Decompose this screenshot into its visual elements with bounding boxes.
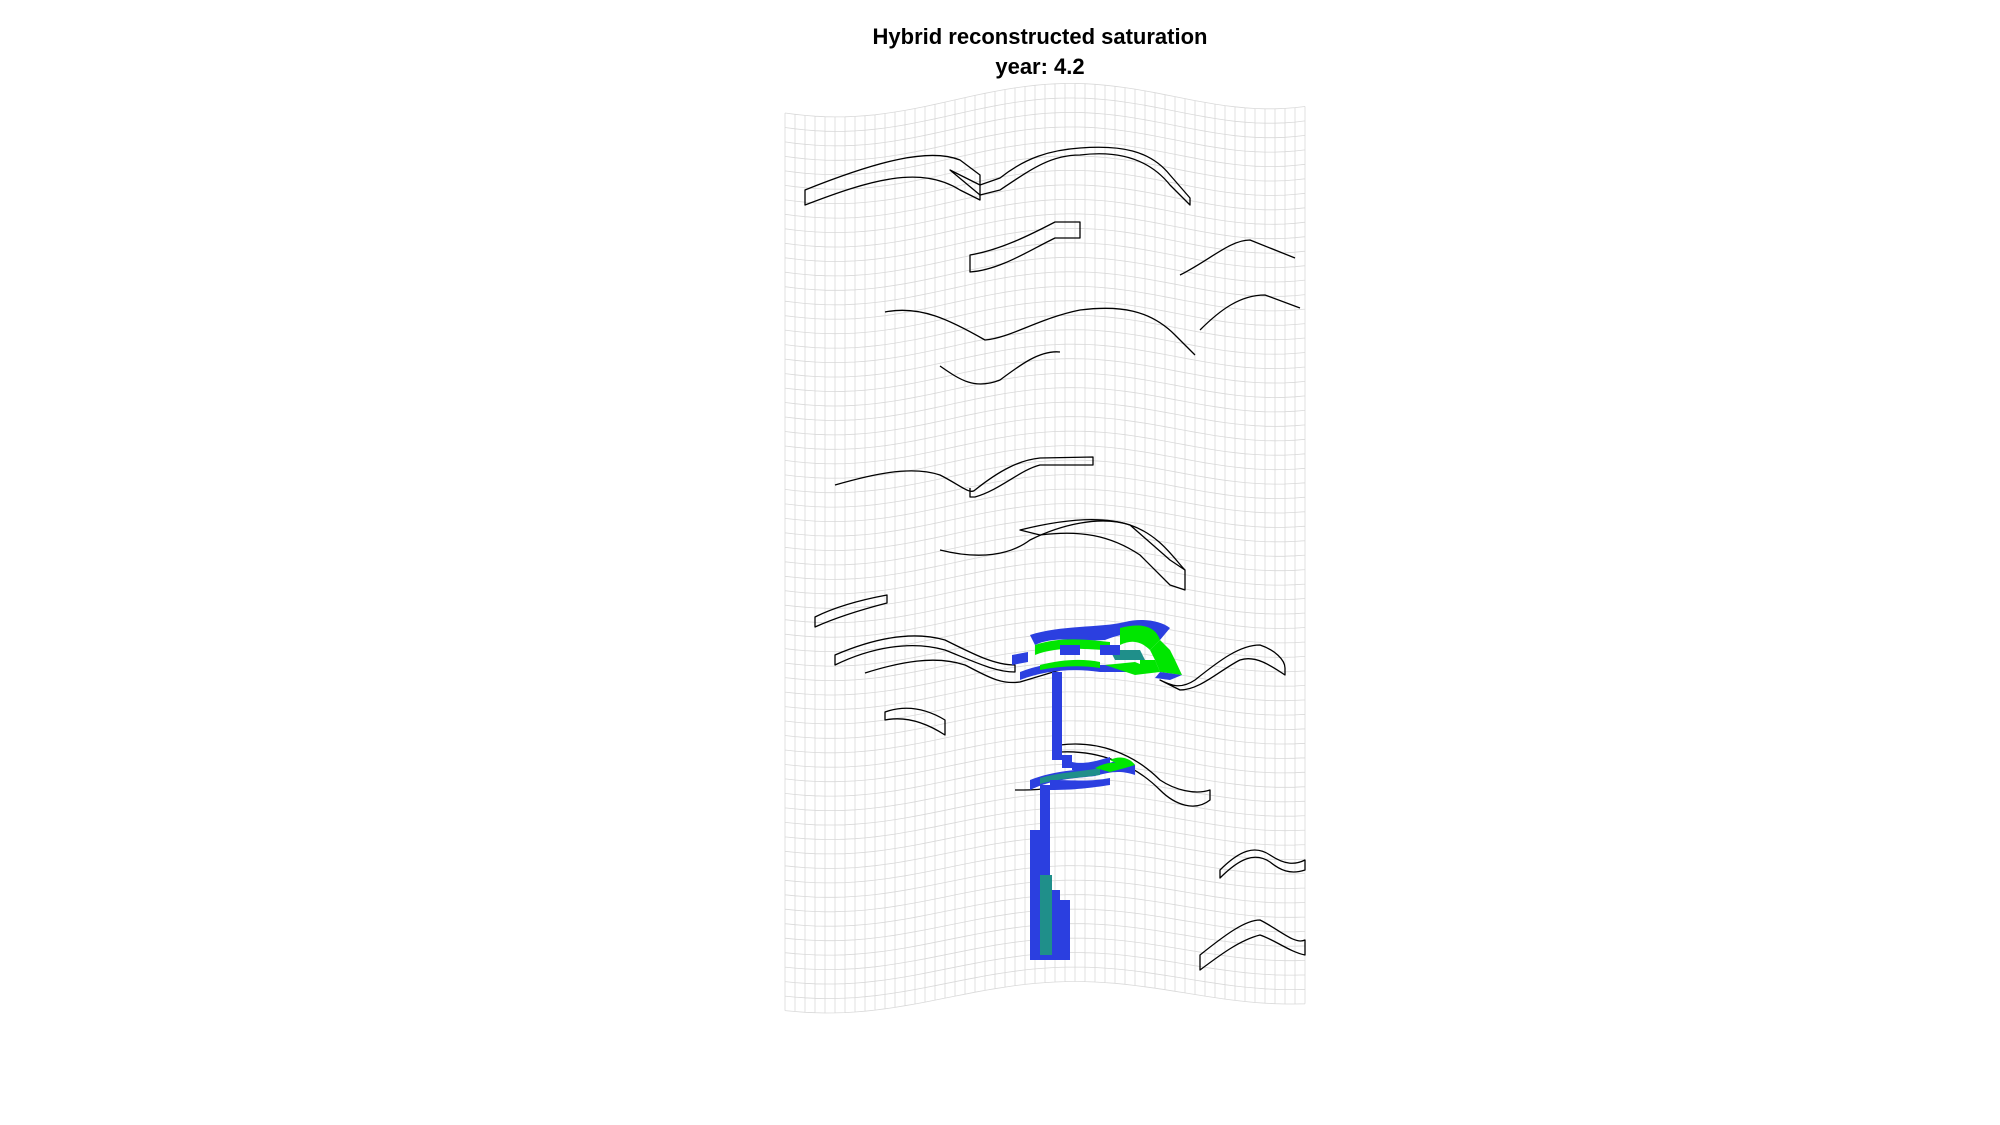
- saturation-cell: [1110, 757, 1135, 768]
- fault-outline: [1159, 644, 1286, 691]
- fault-outline: [834, 456, 1094, 498]
- saturation-cell: [1040, 768, 1100, 784]
- saturation-cell: [1012, 652, 1028, 665]
- fault-outlines: [804, 146, 1306, 971]
- saturation-plume: [1012, 620, 1182, 960]
- saturation-cell: [1050, 778, 1110, 790]
- fault-outline: [814, 594, 888, 628]
- saturation-cell: [1060, 645, 1080, 655]
- saturation-cell: [1040, 875, 1052, 955]
- fault-outline: [1199, 294, 1301, 331]
- saturation-cell: [1155, 672, 1182, 680]
- fault-outline: [1179, 239, 1296, 276]
- saturation-cell: [1050, 890, 1060, 960]
- fault-outline: [1219, 849, 1306, 879]
- saturation-cell: [1105, 662, 1160, 675]
- saturation-cell: [1040, 785, 1050, 830]
- saturation-cell: [1040, 659, 1100, 670]
- saturation-cell: [1062, 755, 1072, 768]
- saturation-cell: [1120, 625, 1160, 650]
- saturation-cell: [1155, 660, 1182, 675]
- fault-outline: [804, 154, 981, 206]
- fault-outline: [949, 146, 1191, 206]
- fault-outline: [884, 307, 1196, 356]
- plot-title: Hybrid reconstructed saturation: [872, 24, 1208, 49]
- fault-outline: [939, 520, 1186, 571]
- saturation-cell: [1095, 762, 1125, 772]
- fault-outline: [834, 635, 1016, 673]
- fault-outline: [939, 351, 1061, 385]
- fault-outline: [969, 221, 1081, 273]
- saturation-cell: [1150, 640, 1175, 660]
- saturation-cell: [1052, 672, 1062, 760]
- fault-outline: [1019, 518, 1186, 591]
- saturation-cell: [1100, 645, 1120, 655]
- fault-outline: [884, 707, 946, 736]
- saturation-cell: [1060, 900, 1070, 960]
- fault-outline: [864, 659, 1061, 684]
- fault-outline: [1199, 919, 1306, 971]
- plot-subtitle: year: 4.2: [995, 54, 1085, 79]
